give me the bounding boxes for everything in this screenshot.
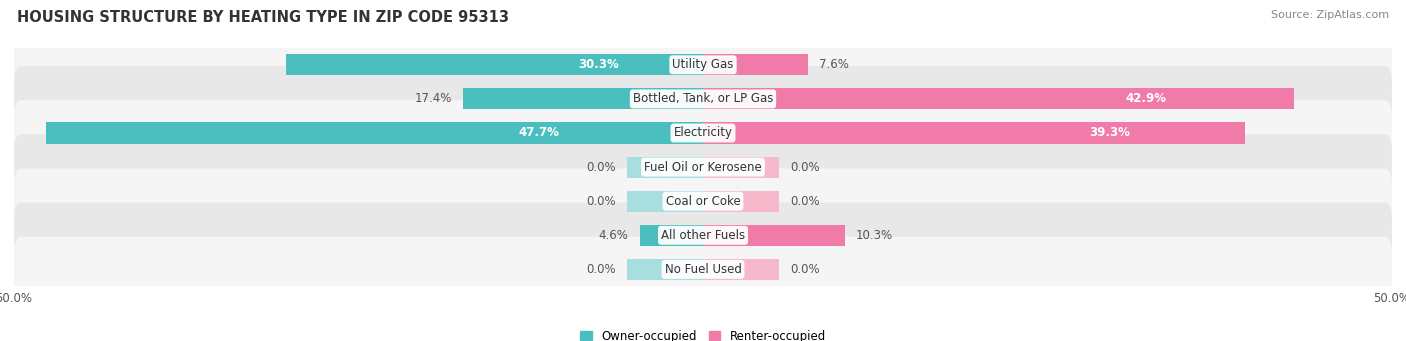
Bar	[703, 122, 1244, 144]
Bar	[46, 122, 703, 144]
Bar	[640, 225, 703, 246]
Bar	[627, 259, 703, 280]
Bar	[703, 225, 845, 246]
Text: Coal or Coke: Coal or Coke	[665, 195, 741, 208]
Bar	[627, 157, 703, 178]
Bar	[703, 191, 779, 212]
Text: 39.3%: 39.3%	[1088, 127, 1129, 139]
Bar	[703, 54, 807, 75]
Bar	[463, 88, 703, 109]
Bar	[703, 157, 779, 178]
Text: 4.6%: 4.6%	[599, 229, 628, 242]
FancyBboxPatch shape	[14, 32, 1392, 98]
Text: 0.0%: 0.0%	[586, 263, 616, 276]
Text: 0.0%: 0.0%	[586, 161, 616, 174]
Text: Bottled, Tank, or LP Gas: Bottled, Tank, or LP Gas	[633, 92, 773, 105]
Text: Electricity: Electricity	[673, 127, 733, 139]
Text: 42.9%: 42.9%	[1126, 92, 1167, 105]
FancyBboxPatch shape	[14, 134, 1392, 200]
Text: 47.7%: 47.7%	[519, 127, 560, 139]
FancyBboxPatch shape	[14, 168, 1392, 234]
Text: HOUSING STRUCTURE BY HEATING TYPE IN ZIP CODE 95313: HOUSING STRUCTURE BY HEATING TYPE IN ZIP…	[17, 10, 509, 25]
Text: 30.3%: 30.3%	[578, 58, 619, 71]
Text: 0.0%: 0.0%	[790, 195, 820, 208]
Text: 0.0%: 0.0%	[586, 195, 616, 208]
Text: 0.0%: 0.0%	[790, 161, 820, 174]
Legend: Owner-occupied, Renter-occupied: Owner-occupied, Renter-occupied	[575, 325, 831, 341]
Text: 17.4%: 17.4%	[415, 92, 453, 105]
Bar	[703, 259, 779, 280]
Text: Fuel Oil or Kerosene: Fuel Oil or Kerosene	[644, 161, 762, 174]
Bar	[627, 191, 703, 212]
FancyBboxPatch shape	[14, 100, 1392, 166]
Text: 10.3%: 10.3%	[856, 229, 893, 242]
FancyBboxPatch shape	[14, 237, 1392, 302]
Text: 0.0%: 0.0%	[790, 263, 820, 276]
Bar	[285, 54, 703, 75]
FancyBboxPatch shape	[14, 203, 1392, 268]
FancyBboxPatch shape	[14, 66, 1392, 132]
Text: All other Fuels: All other Fuels	[661, 229, 745, 242]
Text: Source: ZipAtlas.com: Source: ZipAtlas.com	[1271, 10, 1389, 20]
Text: Utility Gas: Utility Gas	[672, 58, 734, 71]
Bar	[703, 88, 1294, 109]
Text: No Fuel Used: No Fuel Used	[665, 263, 741, 276]
Text: 7.6%: 7.6%	[818, 58, 849, 71]
